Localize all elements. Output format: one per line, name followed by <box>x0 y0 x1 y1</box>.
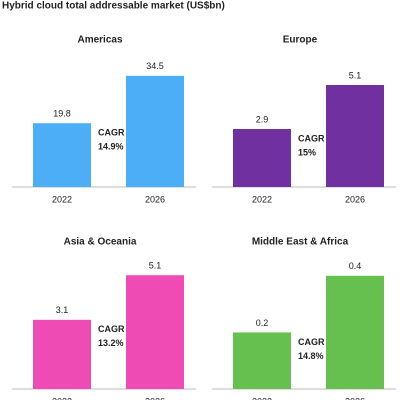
panel-title: Asia & Oceania <box>64 237 137 248</box>
annotation: CAGR <box>98 128 125 138</box>
annotation: CAGR <box>298 133 325 143</box>
value-label: 19.8 <box>53 109 71 119</box>
x-tick-label: 2026 <box>345 194 365 204</box>
bar <box>126 275 184 389</box>
bar <box>33 123 91 187</box>
x-tick-label: 2022 <box>52 194 72 204</box>
x-tick-label: 2026 <box>145 396 165 400</box>
annotation: 14.8% <box>298 351 324 361</box>
chart-title: Hybrid cloud total addressable market (U… <box>2 1 225 12</box>
annotation: 13.2% <box>98 338 124 348</box>
annotation: 14.9% <box>98 142 124 152</box>
value-label: 3.1 <box>56 305 69 315</box>
annotation: CAGR <box>298 337 325 347</box>
annotation: 15% <box>298 147 316 157</box>
panel-title: Middle East & Africa <box>252 237 349 248</box>
annotation: CAGR <box>98 324 125 334</box>
value-label: 34.5 <box>146 61 164 71</box>
panel-title: Americas <box>77 35 122 46</box>
bar <box>326 275 384 389</box>
x-tick-label: 2026 <box>145 194 165 204</box>
bar <box>233 332 291 389</box>
bar <box>326 85 384 187</box>
x-tick-label: 2022 <box>252 194 272 204</box>
x-tick-label: 2022 <box>52 396 72 400</box>
x-tick-label: 2022 <box>252 396 272 400</box>
bar <box>233 129 291 187</box>
bar <box>33 319 91 389</box>
value-label: 0.2 <box>256 318 269 328</box>
value-label: 2.9 <box>256 114 269 124</box>
x-tick-label: 2026 <box>345 396 365 400</box>
bar <box>126 75 184 187</box>
value-label: 5.1 <box>349 70 362 80</box>
panel-title: Europe <box>283 35 318 46</box>
value-label: 0.4 <box>349 261 362 271</box>
value-label: 5.1 <box>149 261 162 271</box>
